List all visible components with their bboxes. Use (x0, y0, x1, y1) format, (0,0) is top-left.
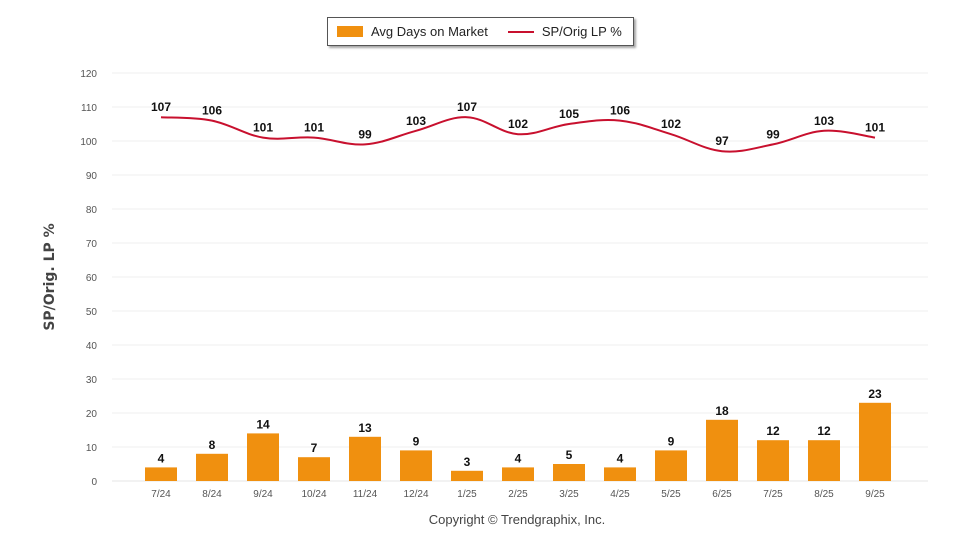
legend-bar-swatch (337, 26, 363, 37)
line-data-label: 99 (358, 127, 372, 141)
line-data-label: 97 (715, 134, 729, 148)
x-tick-label: 11/24 (353, 489, 378, 500)
bar (859, 402, 891, 481)
bar (757, 440, 789, 481)
bar (808, 440, 840, 481)
x-tick-label: 7/24 (151, 489, 171, 500)
bar (451, 470, 483, 481)
bar-data-label: 12 (817, 424, 831, 438)
bar-data-label: 4 (158, 451, 165, 465)
x-tick-label: 7/25 (763, 489, 783, 500)
line-data-label: 101 (253, 121, 273, 135)
bar-data-label: 14 (256, 417, 270, 431)
y-tick-label: 40 (86, 341, 98, 352)
x-axis-ticks: 7/24 8/24 9/24 10/24 11/24 12/24 1/25 2/25 3/25 4… (151, 489, 885, 500)
y-tick-label: 70 (86, 239, 98, 250)
x-tick-label: 6/25 (712, 489, 732, 500)
bar (247, 433, 279, 481)
bar-data-label: 4 (515, 451, 522, 465)
y-tick-label: 100 (80, 137, 97, 148)
x-tick-label: 12/24 (403, 489, 428, 500)
bar (604, 467, 636, 481)
bar-data-label: 12 (766, 424, 780, 438)
line-data-label: 103 (814, 114, 834, 128)
line-data-label: 106 (610, 104, 630, 118)
copyright-text: Copyright © Trendgraphix, Inc. (428, 512, 606, 527)
x-tick-label: 1/25 (457, 489, 477, 500)
x-tick-label: 9/25 (865, 489, 885, 500)
line-data-labels: 107 106 101 101 99 103 107 102 105 106 102 97 99 103 1… (151, 100, 885, 148)
bar-series (145, 402, 891, 481)
bar-data-label: 4 (617, 451, 624, 465)
bar-data-label: 9 (668, 434, 675, 448)
gridlines (112, 72, 928, 482)
x-tick-label: 2/25 (508, 489, 528, 500)
y-axis-title: SP/Orig. LP % (42, 223, 58, 331)
line-data-label: 99 (766, 127, 780, 141)
bar (196, 453, 228, 481)
x-tick-label: 10/24 (301, 489, 326, 500)
bar-data-label: 18 (715, 404, 729, 418)
bar-data-label: 13 (358, 421, 372, 435)
bar (400, 450, 432, 481)
bar (706, 419, 738, 481)
y-tick-label: 120 (80, 69, 97, 80)
x-tick-label: 8/24 (202, 489, 222, 500)
x-tick-label: 5/25 (661, 489, 681, 500)
y-tick-label: 80 (86, 205, 98, 216)
bar-data-label: 3 (464, 455, 471, 469)
x-tick-label: 8/25 (814, 489, 834, 500)
y-tick-label: 90 (86, 171, 98, 182)
bar (553, 464, 585, 481)
y-tick-label: 30 (86, 375, 98, 386)
x-tick-label: 3/25 (559, 489, 579, 500)
bar-data-label: 23 (868, 387, 882, 401)
y-tick-label: 110 (81, 103, 97, 114)
bar (655, 450, 687, 481)
x-tick-label: 4/25 (610, 489, 630, 500)
legend-line-label: SP/Orig LP % (541, 24, 622, 39)
legend-bar-label: Avg Days on Market (371, 24, 488, 39)
line-data-label: 103 (406, 114, 426, 128)
bar-data-labels: 4 8 14 7 13 9 3 4 5 4 9 18 12 12 23 (158, 387, 882, 469)
line-series-path (160, 116, 876, 153)
bar (349, 436, 381, 481)
bar (145, 467, 177, 481)
y-tick-label: 0 (91, 477, 97, 488)
y-tick-label: 10 (86, 443, 98, 454)
legend-line-swatch (507, 30, 534, 33)
line-data-label: 101 (865, 121, 885, 135)
legend: Avg Days on Market SP/Orig LP % (327, 17, 634, 46)
line-data-label: 107 (457, 100, 477, 114)
line-data-label: 102 (661, 117, 681, 131)
bar-data-label: 9 (413, 434, 420, 448)
line-data-label: 106 (202, 104, 222, 118)
bar-data-label: 7 (311, 441, 318, 455)
bar-data-label: 5 (566, 448, 573, 462)
y-tick-label: 20 (86, 409, 98, 420)
y-tick-label: 60 (86, 273, 98, 284)
y-tick-label: 50 (86, 307, 98, 318)
bar-data-label: 8 (209, 438, 216, 452)
bar (502, 467, 534, 481)
line-data-label: 102 (508, 117, 528, 131)
line-data-label: 105 (559, 107, 579, 121)
line-data-label: 107 (151, 100, 171, 114)
y-axis-ticks: 0 10 20 30 40 50 60 70 80 90 100 110 120 (80, 69, 97, 488)
x-tick-label: 9/24 (253, 489, 273, 500)
bar (298, 457, 330, 481)
line-data-label: 101 (304, 121, 324, 135)
